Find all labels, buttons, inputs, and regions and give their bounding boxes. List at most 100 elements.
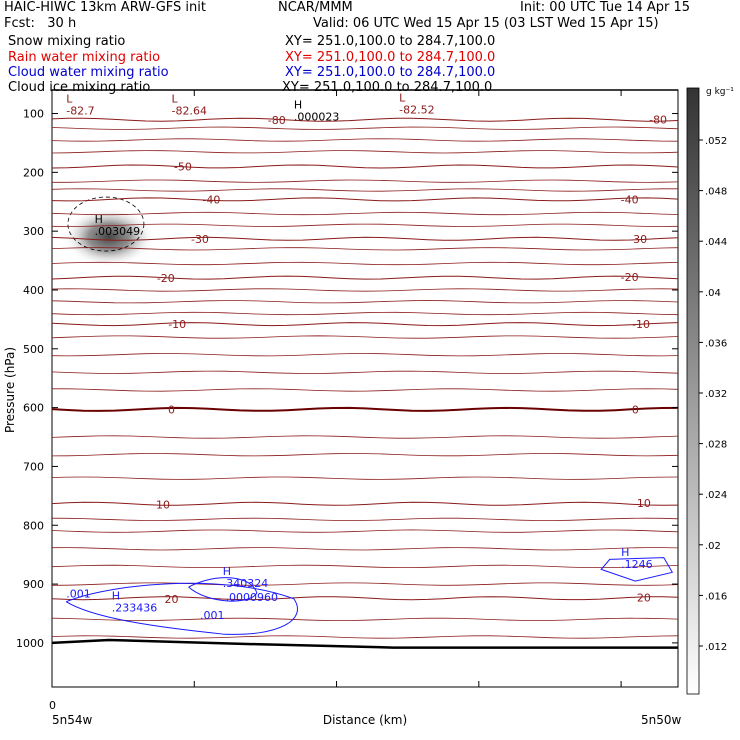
isotherm-line [52, 388, 679, 392]
isotherm-line [51, 529, 679, 533]
isotherm--10 [51, 322, 679, 327]
extremum-mark: L [172, 93, 179, 106]
isotherm-line [51, 476, 679, 480]
extremum-value: .1246 [621, 558, 653, 571]
isotherm-label: -40 [621, 193, 639, 206]
isotherm-line [51, 223, 679, 227]
y-tick-label: 200 [23, 166, 44, 179]
colorbar-tick-label: .016 [705, 591, 727, 602]
isotherm-label: -10 [168, 318, 186, 331]
y-axis-label: Pressure (hPa) [3, 347, 17, 433]
isotherm--30 [51, 236, 679, 241]
isotherm-line [51, 564, 679, 569]
isotherm-line [51, 138, 679, 142]
extremum-mark: H [95, 213, 103, 226]
isotherm-line [51, 247, 679, 251]
isotherm-line [51, 517, 679, 522]
org-label: NCAR/MMM [278, 0, 353, 15]
y-tick-label: 500 [23, 343, 44, 356]
isotherm-line [51, 188, 678, 192]
isotherm-label: -80 [268, 114, 286, 127]
y-tick-label: 1000 [16, 637, 44, 650]
extremum-value: -82.7 [66, 105, 94, 118]
temperature-contours [51, 117, 679, 649]
cloud-water-contour [65, 582, 298, 635]
x-axis-label: Distance (km) [323, 713, 407, 727]
surface-line [51, 638, 678, 649]
extremum-mark: L [66, 93, 73, 106]
colorbar-tick-label: .052 [705, 136, 727, 147]
extremum-value: .233436 [112, 602, 158, 615]
colorbar-tick-label: .04 [705, 288, 721, 299]
y-tick-label: 800 [23, 519, 44, 532]
isotherm--20 [51, 275, 679, 280]
colorbar-ticks: .052 .048 .044 .04 .036 .032 .028 .024 .02 .016 .0… [699, 136, 727, 653]
cloud-ice-shading [62, 196, 155, 268]
colorbar-tick-label: .032 [705, 389, 727, 400]
colorbar-tick-label: .024 [705, 490, 727, 501]
isotherm-label: -50 [174, 160, 192, 173]
y-tick-label: 700 [23, 460, 44, 473]
isotherm-label: 20 [165, 593, 179, 606]
forecast-hour: Fcst: 30 h [4, 16, 77, 31]
isotherm-line [51, 547, 679, 551]
isotherm-label: 20 [637, 592, 651, 605]
extremum-value: -82.52 [399, 103, 434, 116]
init-time: Init: 00 UTC Tue 14 Apr 15 [520, 0, 691, 15]
isotherm-line [51, 370, 679, 374]
isotherm-line [51, 288, 679, 292]
extremum-mark: L [399, 91, 406, 104]
isotherm-label: -10 [632, 318, 650, 331]
extremum-mark: H [621, 546, 629, 559]
model-title: HAIC-HIWC 13km ARW-GFS init [4, 0, 206, 15]
x-origin-tick: 0 [49, 699, 56, 712]
isotherm-label: -30 [191, 233, 209, 246]
colorbar-tick-label: .012 [705, 642, 727, 653]
field-cloudice-xy: XY= 251.0,100.0 to 284.7,100.0 [282, 80, 493, 95]
x-right-location: 5n50w [641, 713, 682, 727]
extremum-value: .003049 [95, 225, 141, 238]
extremum-value: -82.64 [172, 105, 207, 118]
extremum-value: .000023 [294, 110, 340, 123]
field-rain-xy: XY= 251.0,100.0 to 284.7,100.0 [285, 50, 496, 65]
isotherm-label: 10 [637, 497, 651, 510]
isotherm-line [51, 150, 679, 154]
isotherm-label: -40 [202, 193, 220, 206]
cloud-water-contours [65, 557, 674, 635]
extremum-mark: H [112, 590, 120, 603]
isotherm-line [51, 453, 679, 457]
extremum-mark: H [223, 565, 231, 578]
isotherm-line [51, 582, 679, 586]
isotherm-label: -80 [649, 113, 667, 126]
colorbar [686, 87, 700, 695]
isotherm-line [51, 435, 679, 439]
y-tick-label: 600 [23, 402, 44, 415]
isotherm-line [51, 126, 679, 130]
extremum-value: .001 [66, 587, 91, 600]
isotherm-line [51, 635, 679, 639]
isotherm-line [51, 617, 679, 622]
isotherm--50 [51, 164, 679, 169]
isotherm-label: -30 [629, 233, 647, 246]
extremum-value: .0000960 [226, 591, 279, 604]
isotherm-20 [51, 596, 679, 601]
colorbar-tick-label: .02 [705, 541, 721, 552]
extremum-value: .001 [200, 609, 225, 622]
x-left-location: 5n54w [52, 713, 93, 727]
isotherm-label: 0 [632, 403, 639, 416]
extremum-mark: H [294, 98, 302, 111]
isotherm-line [52, 179, 679, 183]
y-tick-label: 300 [23, 225, 44, 238]
isotherm-0 [51, 406, 679, 412]
isotherm--80 [51, 117, 679, 122]
cloud-water-contour-right [600, 557, 674, 582]
isotherm-label: 10 [156, 499, 170, 512]
field-snow-name: Snow mixing ratio [8, 34, 126, 49]
isotherm-line [51, 300, 679, 304]
isotherm-label: -20 [621, 271, 639, 284]
colorbar-tick-label: .028 [705, 440, 727, 451]
snow-contour-dashed [67, 196, 145, 252]
isotherm-label: 0 [168, 403, 175, 416]
colorbar-tick-label: .044 [705, 237, 727, 248]
